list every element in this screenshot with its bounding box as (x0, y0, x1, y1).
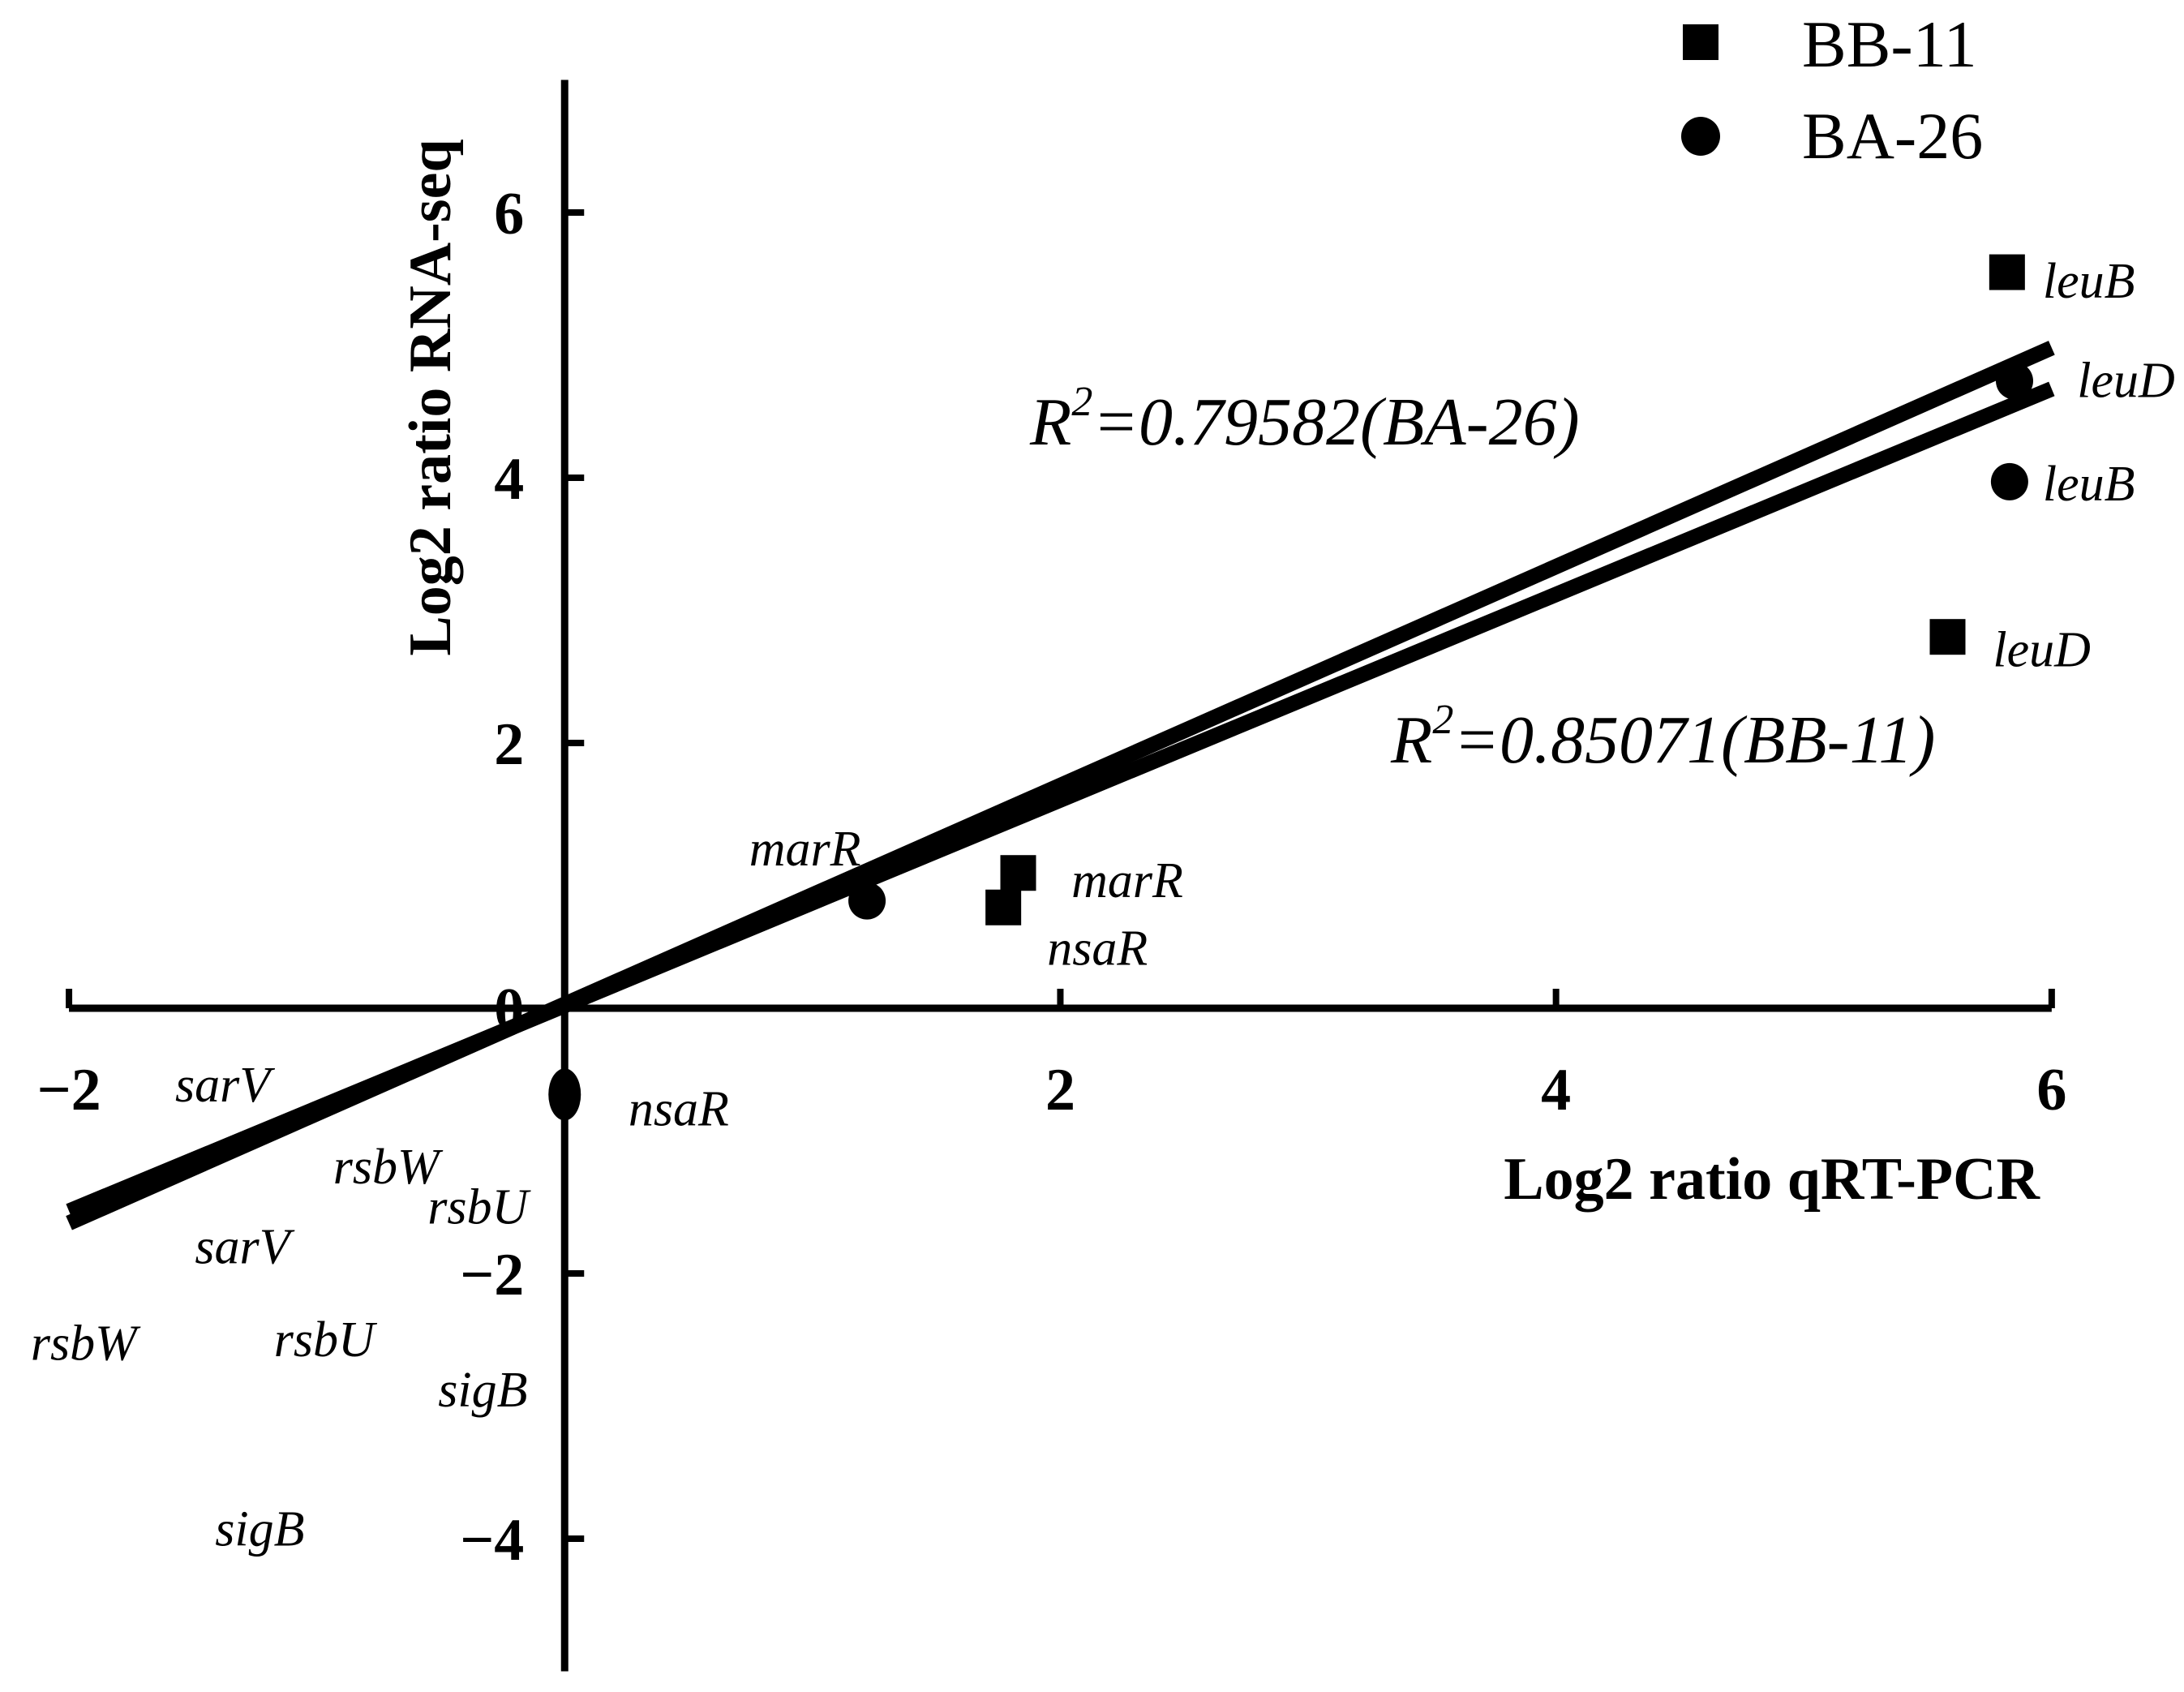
r2-value: =0.85071(BB-11) (1453, 702, 1935, 778)
gene-label-rsbw: rsbW (333, 1140, 444, 1195)
gene-label-rsbu: rsbU (274, 1312, 378, 1368)
y-tick-label: −2 (460, 1242, 524, 1308)
point-bb-11-nsar (985, 889, 1022, 925)
gene-label-leub: leuB (2043, 457, 2135, 512)
r2-annotation-ba26: R2=0.79582(BA-26) (1029, 379, 1580, 460)
r2-annotation-bb11: R2=0.85071(BB-11) (1390, 697, 1935, 778)
gene-label-rsbw: rsbW (31, 1316, 141, 1372)
y-ticks: −4 −2 0 2 4 6 (460, 181, 585, 1574)
gene-label-sarv: sarV (195, 1219, 294, 1274)
r2-symbol: R (1390, 702, 1432, 778)
gene-label-sigb: sigB (215, 1502, 304, 1557)
y-tick-label: −4 (460, 1507, 524, 1574)
gene-label-nsar: nsaR (1047, 921, 1148, 976)
y-tick-label: 2 (494, 711, 524, 778)
legend-label-ba26: BA-26 (1802, 99, 1983, 173)
fit-line-bb-11 (66, 381, 2055, 1218)
legend: BB-11 BA-26 (1681, 7, 1983, 173)
y-axis-title: Log2 ratio RNA-seq (397, 139, 464, 655)
gene-label-sigb: sigB (438, 1363, 527, 1418)
point-ba-26-marr (848, 882, 886, 920)
y-tick-label: 0 (494, 977, 524, 1043)
r2-superscript: 2 (1432, 697, 1453, 743)
x-tick-label: 2 (1045, 1057, 1075, 1123)
point-bb-11-leud (1929, 619, 1966, 655)
x-axis-title: Log2 ratio qRT-PCR (1504, 1146, 2040, 1213)
data-points (548, 254, 2034, 1121)
point-ba-26-nsar (548, 1068, 581, 1121)
r2-symbol: R (1029, 384, 1071, 460)
y-tick-label: 6 (494, 181, 524, 247)
point-bb-11-marr (1000, 855, 1036, 891)
y-tick-label: 4 (494, 446, 524, 513)
gene-label-marr: marR (749, 822, 861, 877)
gene-label-leub: leuB (2043, 254, 2135, 309)
x-tick-label: 4 (1541, 1057, 1571, 1123)
legend-circle-marker (1681, 117, 1720, 156)
x-tick-label: −2 (36, 1057, 101, 1123)
gene-label-leud: leuD (1993, 623, 2091, 678)
x-tick-label: 6 (2036, 1057, 2066, 1123)
gene-labels: leuB leuD leuB leuD marR marR nsaR nsaR sarV rsbW… (31, 254, 2175, 1557)
gene-label-marr: marR (1071, 853, 1183, 908)
legend-square-marker (1683, 24, 1718, 60)
r2-value: =0.79582(BA-26) (1092, 384, 1579, 460)
gene-label-rsbu: rsbU (427, 1179, 531, 1235)
fit-lines (66, 341, 2055, 1230)
r2-superscript: 2 (1071, 379, 1092, 425)
legend-label-bb11: BB-11 (1802, 7, 1977, 81)
point-bb-11-leub (1989, 254, 2025, 290)
gene-label-sarv: sarV (175, 1058, 275, 1113)
gene-label-nsar: nsaR (629, 1081, 729, 1136)
point-ba-26-leub (1990, 462, 2028, 500)
point-ba-26-leud (1996, 362, 2034, 400)
gene-label-leud: leuD (2077, 354, 2175, 409)
x-ticks: −2 2 4 6 (36, 989, 2066, 1123)
